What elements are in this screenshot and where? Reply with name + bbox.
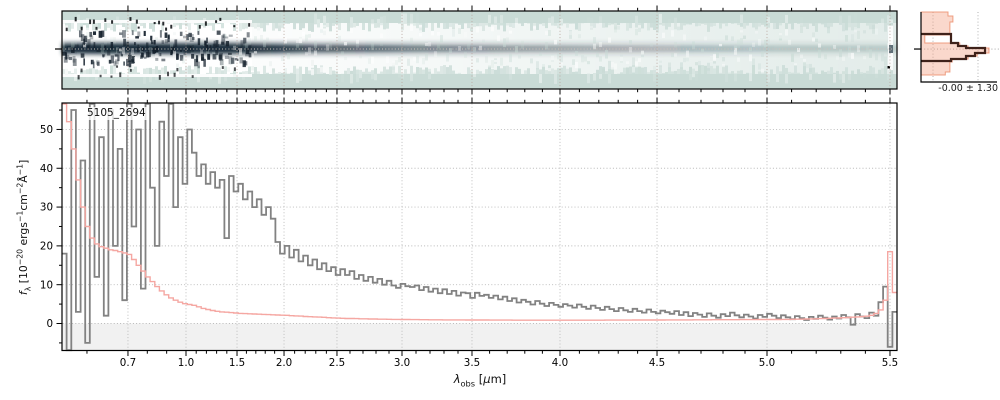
trace-image: [62, 42, 897, 55]
gridlines-profile: [932, 12, 979, 82]
svg-text:20: 20: [40, 240, 53, 252]
error-line: [62, 103, 897, 321]
svg-text:10: 10: [40, 279, 53, 291]
profile-histogram: [921, 32, 987, 63]
svg-text:0.7: 0.7: [120, 357, 136, 369]
x-ticks: [86, 97, 891, 103]
x-axis-label: λobs [μm]: [453, 372, 507, 389]
lambda-symbol: λ: [453, 372, 461, 386]
gridlines-2d: [127, 11, 891, 89]
svg-text:1.5: 1.5: [229, 357, 245, 369]
svg-text:4.5: 4.5: [649, 357, 665, 369]
x-tick-labels: 0.7 1.0 1.5 2.0 2.5 3.0 3.5 4.0 4.5 5.0 5.5: [120, 357, 898, 369]
y-axis-label: fλ [10−20 ergs−1cm−2Å−1]: [15, 159, 33, 296]
flux-line: [62, 103, 897, 352]
svg-text:3.5: 3.5: [464, 357, 480, 369]
main-plot-panel: [56, 102, 898, 352]
svg-text:1.0: 1.0: [178, 357, 194, 369]
profile-frame: [920, 12, 997, 83]
svg-text:2.0: 2.0: [276, 357, 292, 369]
x-ticks: [86, 5, 891, 11]
svg-text:5.0: 5.0: [759, 357, 775, 369]
svg-text:5.5: 5.5: [882, 357, 898, 369]
svg-text:2.5: 2.5: [329, 357, 345, 369]
svg-text:4.0: 4.0: [552, 357, 568, 369]
x-ticks: [86, 350, 891, 356]
spectrum-2d-panel: [55, 10, 898, 90]
source-id-label: 5105_2694: [84, 107, 149, 121]
y-ticks: [56, 109, 62, 344]
profile-stats-label: -0.00 ± 1.30: [938, 83, 998, 94]
noise-texture-over: [62, 16, 893, 80]
mu-symbol: μ: [483, 372, 491, 386]
svg-text:30: 30: [40, 202, 53, 214]
svg-text:50: 50: [40, 124, 53, 136]
gridlines-main: [62, 103, 897, 350]
svg-text:0: 0: [46, 318, 53, 330]
profile-panel: [914, 11, 999, 83]
below-zero-band: [62, 323, 897, 351]
y-tick-labels: 0 10 20 30 40 50: [40, 124, 53, 330]
x-ticks: [86, 89, 891, 95]
svg-text:3.0: 3.0: [394, 357, 410, 369]
spectrum-2d-frame: [61, 10, 898, 90]
svg-text:40: 40: [40, 163, 53, 175]
